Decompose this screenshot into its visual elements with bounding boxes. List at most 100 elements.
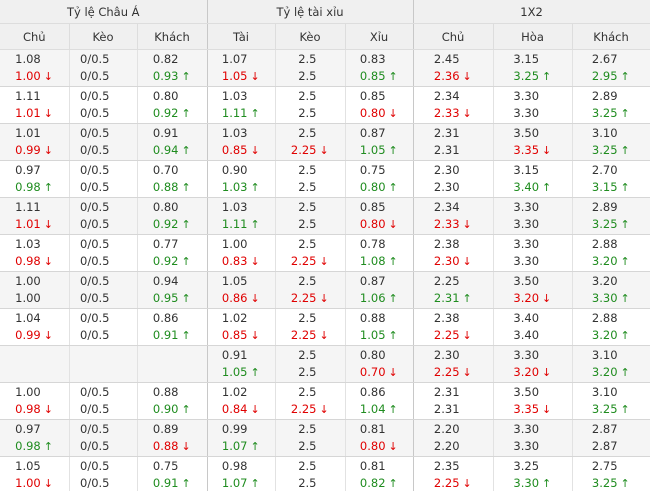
open-line: 2.45 [414, 51, 493, 68]
live-odds: 3.25 [591, 476, 618, 490]
open-line: 0.98 [208, 458, 275, 475]
open-odds: 0.81 [359, 422, 386, 436]
open-line: 3.20 [573, 273, 650, 290]
move-arrow: ↓ [542, 292, 552, 305]
live-odds: 2.36 [433, 69, 460, 83]
move-arrow: ↑ [542, 181, 552, 194]
odds-cell: 0.99 1.07 ↑ [207, 419, 276, 457]
move-arrow: ↑ [250, 477, 260, 490]
open-line: 0.78 [346, 236, 413, 253]
move-arrow [317, 364, 334, 381]
arrow-slot [460, 310, 477, 327]
live-line: 2.31 ↑ [414, 290, 493, 307]
open-odds: 2.31 [433, 385, 460, 399]
move-arrow: ↑ [181, 181, 191, 194]
live-line: 0.80 ↓ [346, 216, 413, 233]
move-arrow: ↑ [250, 366, 260, 379]
live-line: 2.87 [573, 438, 650, 455]
live-odds: 0.85 [359, 69, 386, 83]
odds-cell: 0.88 1.05 ↑ [345, 308, 414, 346]
move-arrow: ↑ [620, 403, 630, 416]
odds-cell: 0.81 0.82 ↑ [345, 456, 414, 491]
move-arrow: ↓ [43, 477, 53, 490]
arrow-slot [317, 51, 334, 68]
odds-cell: 1.03 0.85 ↓ [207, 123, 276, 161]
odds-cell: 3.30 3.30 [493, 86, 573, 124]
open-odds: 0/0.5 [80, 200, 110, 214]
move-arrow: ↓ [388, 440, 398, 453]
open-line: 3.40 [494, 310, 572, 327]
live-line: 0.85 ↑ [346, 68, 413, 85]
open-line: 2.31 [414, 125, 493, 142]
odds-cell: 1.03 1.11 ↑ [207, 197, 276, 235]
live-odds: 1.00 [15, 476, 41, 490]
live-line: 0.99 ↓ [0, 142, 69, 159]
open-line: 2.5 [276, 458, 345, 475]
arrow-slot [618, 347, 635, 364]
live-line: 2.5 [276, 475, 345, 491]
live-odds: 0.99 [15, 328, 41, 342]
live-line: 1.00 [0, 290, 69, 307]
live-line: 2.30 [414, 179, 493, 196]
arrow-slot [618, 458, 635, 475]
odds-cell: 2.89 3.25 ↑ [572, 86, 650, 124]
move-arrow: ↑ [620, 70, 630, 83]
odds-cell: 3.50 3.35 ↓ [493, 382, 573, 420]
odds-cell: 0.89 0.88 ↓ [137, 419, 208, 457]
live-odds: 2.31 [433, 402, 460, 416]
open-odds: 2.34 [433, 89, 460, 103]
arrow-slot [317, 162, 334, 179]
open-line: 2.5 [276, 199, 345, 216]
open-line: 3.30 [494, 236, 572, 253]
open-odds: 0.87 [359, 274, 386, 288]
open-line: 1.07 [208, 51, 275, 68]
live-odds: 0/0.5 [80, 143, 110, 157]
live-line: 0.88 ↑ [138, 179, 207, 196]
live-odds: 2.25 [433, 365, 460, 379]
live-line: 0.84 ↓ [208, 401, 275, 418]
live-odds: 0.86 [221, 291, 248, 305]
odds-cell: 0/0.5 0/0.5 [69, 160, 138, 198]
open-line: 0.81 [346, 458, 413, 475]
move-arrow: ↑ [620, 181, 630, 194]
arrow-slot [248, 236, 265, 253]
live-odds: 0.83 [221, 254, 248, 268]
open-line: 0.70 [138, 162, 207, 179]
live-line: 2.5 [276, 105, 345, 122]
arrow-slot [460, 347, 477, 364]
live-odds: 2.5 [298, 180, 317, 194]
column-title: Chủ [413, 23, 494, 50]
arrow-slot [110, 458, 127, 475]
odds-row: 1.00 1.00 0/0.5 0/0.5 0.94 0.95 ↑ 1.05 0.86 ↓ 2.5 2… [0, 271, 650, 309]
open-line: 2.38 [414, 236, 493, 253]
arrow-slot [539, 384, 556, 401]
arrow-slot [386, 273, 403, 290]
live-odds: 2.31 [433, 143, 460, 157]
open-odds: 2.5 [298, 89, 317, 103]
live-odds: 3.20 [591, 254, 618, 268]
live-odds: 2.5 [298, 217, 317, 231]
odds-cell: 3.30 3.30 [493, 419, 573, 457]
odds-cell [0, 345, 70, 383]
odds-cell: 3.25 3.30 ↑ [493, 456, 573, 491]
column-title: Tài [207, 23, 276, 50]
live-odds: 2.5 [298, 365, 317, 379]
open-line: 2.38 [414, 310, 493, 327]
arrow-slot [317, 458, 334, 475]
open-line: 3.50 [494, 125, 572, 142]
open-odds: 2.20 [433, 422, 460, 436]
open-odds: 0/0.5 [80, 459, 110, 473]
open-line: 0.75 [138, 458, 207, 475]
live-line: 2.25 ↓ [276, 290, 345, 307]
arrow-slot [539, 236, 556, 253]
live-odds: 2.25 [433, 328, 460, 342]
odds-cell: 1.00 0.98 ↓ [0, 382, 70, 420]
move-arrow [110, 68, 127, 85]
move-arrow: ↑ [620, 144, 630, 157]
live-line: 2.25 ↓ [276, 142, 345, 159]
open-line: 0.88 [138, 384, 207, 401]
arrow-slot [618, 162, 635, 179]
arrow-slot [317, 88, 334, 105]
live-line: 1.11 ↑ [208, 216, 275, 233]
odds-cell: 1.11 1.01 ↓ [0, 197, 70, 235]
